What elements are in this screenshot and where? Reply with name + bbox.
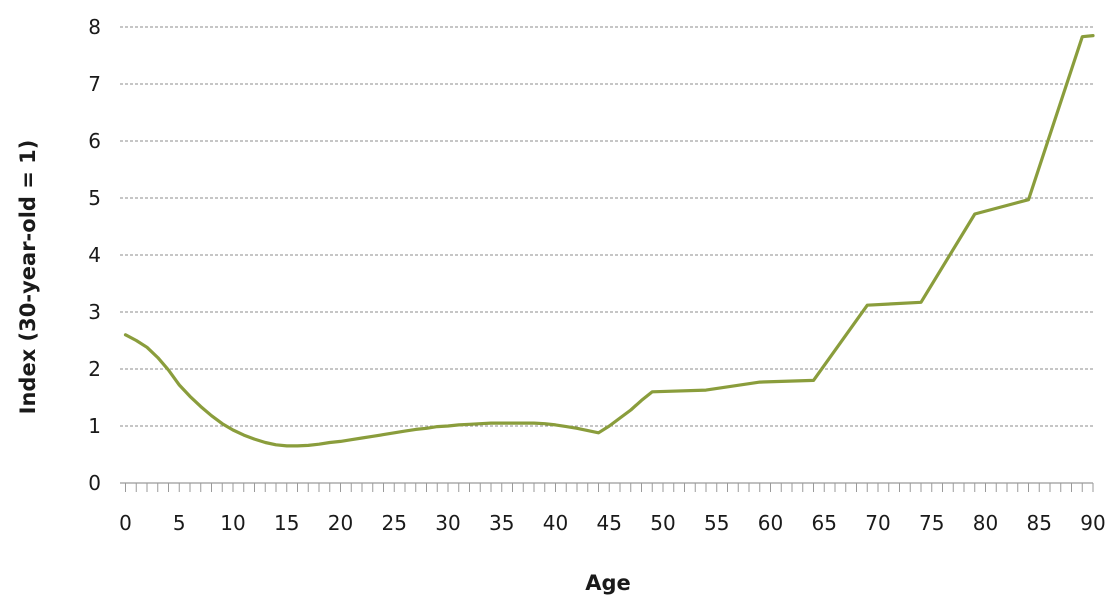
x-tick-label: 25 — [382, 511, 407, 535]
y-tick-label: 3 — [88, 300, 101, 324]
series-layer — [123, 33, 1095, 448]
y-tick-label: 7 — [88, 72, 101, 96]
y-tick-label: 5 — [88, 186, 101, 210]
y-tick-label: 8 — [88, 15, 101, 39]
x-tick-label: 35 — [489, 511, 514, 535]
x-axis-title: Age — [585, 571, 631, 595]
x-tick-label: 80 — [973, 511, 998, 535]
x-tick-label: 0 — [119, 511, 132, 535]
y-tick-label: 2 — [88, 357, 101, 381]
series-line — [123, 33, 1095, 448]
y-axis-title: Index (30-year-old = 1) — [16, 140, 40, 415]
y-tick-label: 4 — [88, 243, 101, 267]
x-tick-label: 15 — [274, 511, 299, 535]
x-tick-label: 90 — [1080, 511, 1105, 535]
y-tick-label: 6 — [88, 129, 101, 153]
x-tick-label: 75 — [919, 511, 944, 535]
y-tick-label: 0 — [88, 471, 101, 495]
x-tick-labels: 0 5 10 15 20 25 30 35 40 45 50 55 60 65 70 75 80 85 90 — [119, 511, 1106, 535]
x-tick-label: 85 — [1027, 511, 1052, 535]
x-tick-label: 55 — [704, 511, 729, 535]
x-tick-label: 50 — [650, 511, 675, 535]
x-tick-label: 45 — [597, 511, 622, 535]
y-tick-labels: 0 1 2 3 4 5 6 7 8 — [88, 15, 101, 495]
x-tick-label: 60 — [758, 511, 783, 535]
x-tick-label: 40 — [543, 511, 568, 535]
x-tick-label: 20 — [328, 511, 353, 535]
x-tick-label: 30 — [435, 511, 460, 535]
gridlines — [120, 26, 1093, 427]
x-tick-label: 70 — [865, 511, 890, 535]
x-tick-label: 10 — [220, 511, 245, 535]
x-tick-label: 5 — [173, 511, 186, 535]
axes — [120, 482, 1094, 492]
y-tick-label: 1 — [88, 414, 101, 438]
x-tick-label: 65 — [812, 511, 837, 535]
